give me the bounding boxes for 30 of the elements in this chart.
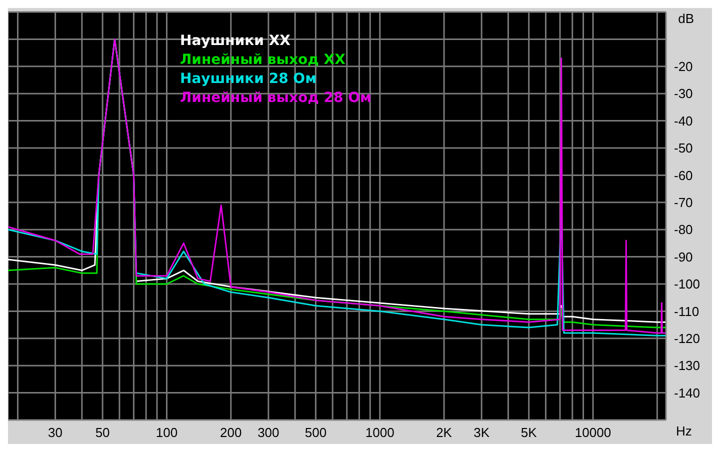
y-tick-label: -30 [674, 86, 693, 102]
y-tick-label: -90 [674, 249, 693, 264]
y-tick-label: -50 [674, 140, 693, 156]
x-tick-label: 10000 [574, 425, 612, 440]
y-tick-label: -120 [674, 331, 700, 346]
x-tick-label: 100 [156, 425, 178, 440]
x-tick-label: 30 [48, 425, 63, 440]
y-tick-label: -60 [674, 168, 693, 183]
x-tick-label: 1000 [365, 425, 394, 440]
x-axis-title: Hz [676, 424, 692, 439]
y-tick-label: -140 [674, 385, 700, 400]
y-tick-label: -80 [674, 222, 693, 238]
y-tick-label: -20 [674, 59, 693, 74]
text: Линейный выход XX [180, 51, 346, 70]
y-tick-label: -130 [674, 358, 700, 374]
y-tick-label: -40 [674, 113, 693, 128]
y-tick-label: -100 [674, 276, 700, 292]
text: Наушники 28 Ом [180, 70, 318, 89]
y-axis-title: dB [678, 11, 694, 26]
text: Линейный выход 28 Ом [180, 89, 372, 108]
text: Наушники XX [180, 32, 292, 51]
x-tick-label: 5K [520, 425, 538, 440]
y-tick-label: -110 [674, 304, 700, 319]
x-tick-label: 300 [258, 425, 280, 440]
x-tick-label: 200 [220, 425, 242, 440]
x-tick-label: 500 [304, 425, 327, 440]
x-tick-label: 3K [474, 425, 490, 440]
x-tick-label: 50 [95, 425, 110, 440]
y-tick-label: -70 [674, 195, 693, 210]
x-tick-label: 2K [436, 425, 452, 440]
